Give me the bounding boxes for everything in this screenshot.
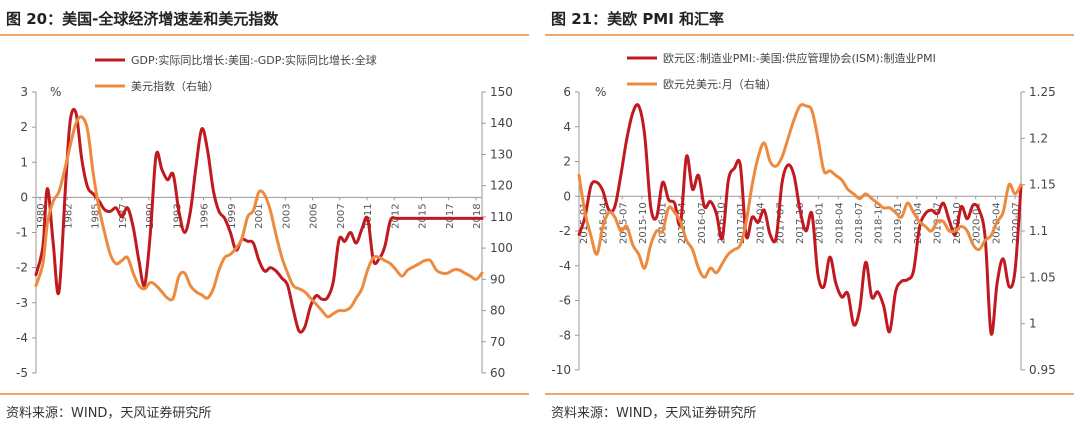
chart-panel-left: 图 20：美国-全球经济增速差和美元指数 3 2 1 0 -1 -2 -3 -4 -5 150 14… — [0, 0, 535, 432]
y-tick-label-right: 70 — [490, 335, 505, 349]
x-tick-label: 2015-07 — [618, 202, 629, 244]
x-tick-label: 2019-04 — [913, 202, 924, 244]
y-tick-label-right: 1.2 — [1029, 131, 1048, 145]
y-tick-label-right: 100 — [490, 241, 513, 255]
x-tick-label: 2019-01 — [893, 202, 904, 244]
y-tick-label-right: 150 — [490, 85, 513, 99]
chart-svg-left: 3 2 1 0 -1 -2 -3 -4 -5 150 140 130 120 110 100 90 80 70 60… — [16, 53, 513, 380]
x-tick-label: 2011 — [363, 203, 374, 228]
x-tick-label: 1993 — [172, 203, 183, 228]
y-tick-label-right: 140 — [490, 116, 513, 130]
series-line-red — [577, 103, 1023, 336]
legend-label: 欧元兑美元:月（右轴） — [663, 77, 777, 91]
x-tick-label: 2018-07 — [854, 202, 865, 244]
x-tick-label: 2017-07 — [775, 202, 786, 244]
y-tick-label-left: 4 — [563, 120, 571, 134]
y-tick-label-left: -8 — [559, 328, 571, 342]
y-tick-label-left: 0 — [20, 190, 28, 204]
x-tick-label: 1982 — [63, 203, 74, 228]
x-tick-label: 1996 — [200, 203, 211, 228]
y-tick-label-right: 1.05 — [1029, 270, 1056, 284]
y-tick-label-left: -5 — [16, 366, 28, 380]
x-tick-label: 2018-10 — [874, 202, 885, 244]
title-divider — [0, 34, 529, 36]
x-tick-label: 2020-01 — [972, 202, 983, 244]
y-tick-label-left: 3 — [20, 85, 28, 99]
y-tick-label-right: 1 — [1029, 317, 1037, 331]
y-tick-label-left: 0 — [563, 189, 571, 203]
y-tick-label-right: 110 — [490, 210, 513, 224]
y-tick-label-left: -2 — [16, 261, 28, 275]
x-tick-label: 1980 — [36, 203, 47, 228]
legend-label: 美元指数（右轴） — [131, 79, 219, 93]
y-tick-label-left: 2 — [20, 120, 28, 134]
chart-panel-right: 图 21：美欧 PMI 和汇率 6 4 2 0 -2 -4 -6 -8 -10 1.25 1.2 1.… — [545, 0, 1080, 432]
x-tick-label: 2016-04 — [677, 202, 688, 244]
x-tick-label: 2015 — [418, 203, 429, 228]
y-tick-label-left: -6 — [559, 294, 571, 308]
y-tick-label-left: 2 — [563, 155, 571, 169]
x-tick-label: 2017 — [445, 203, 456, 228]
x-tick-label: 2020-07 — [1011, 202, 1022, 244]
source-divider — [0, 393, 529, 395]
y-tick-label-right: 1.1 — [1029, 224, 1048, 238]
y-tick-label-right: 130 — [490, 147, 513, 161]
y-tick-label-right: 0.95 — [1029, 363, 1056, 377]
source-divider — [545, 393, 1074, 395]
x-tick-label: 2001 — [254, 203, 265, 228]
y-tick-label-left: -4 — [16, 331, 28, 345]
x-tick-label: 2007 — [336, 203, 347, 228]
y-tick-label-left: 1 — [20, 155, 28, 169]
y-tick-label-left: 6 — [563, 85, 571, 99]
y-tick-label-right: 80 — [490, 304, 505, 318]
y-tick-label-left: -3 — [16, 296, 28, 310]
x-tick-label: 2016-07 — [697, 202, 708, 244]
y-tick-label-right: 90 — [490, 272, 505, 286]
y-tick-label-left: -10 — [551, 363, 571, 377]
y-tick-label-right: 120 — [490, 179, 513, 193]
y-tick-label-right: 1.15 — [1029, 178, 1056, 192]
x-tick-label: 2018 — [472, 203, 483, 228]
y-tick-label-right: 1.25 — [1029, 85, 1056, 99]
x-tick-label: 2016-10 — [716, 202, 727, 244]
x-tick-label: 2018-04 — [834, 202, 845, 244]
figure-title: 图 21：美欧 PMI 和汇率 — [551, 10, 725, 28]
series-line-red — [34, 107, 484, 334]
chart-svg-right: 6 4 2 0 -2 -4 -6 -8 -10 1.25 1.2 1.15 1.1 1.05 1 0.95% 2… — [551, 51, 1056, 377]
x-tick-label: 2017-04 — [756, 202, 767, 244]
series-line-orange — [577, 103, 1023, 279]
x-tick-label: 1999 — [227, 203, 238, 228]
y-tick-label-left: -1 — [16, 226, 28, 240]
title-divider — [545, 34, 1074, 36]
y-tick-label-left: -2 — [559, 224, 571, 238]
y-tick-label-right: 60 — [490, 366, 505, 380]
unit-label: % — [50, 85, 61, 99]
x-tick-label: 2015-10 — [638, 202, 649, 244]
legend-label: GDP:实际同比增长:美国:-GDP:实际同比增长:全球 — [131, 53, 377, 67]
unit-label: % — [595, 85, 606, 99]
y-tick-label-left: -4 — [559, 259, 571, 273]
x-tick-label: 2018-01 — [815, 202, 826, 244]
x-tick-label: 2017-10 — [795, 202, 806, 244]
x-tick-label: 1985 — [91, 203, 102, 228]
series-line-orange — [34, 115, 484, 319]
x-tick-label: 2017-01 — [736, 202, 747, 244]
figure-title: 图 20：美国-全球经济增速差和美元指数 — [6, 10, 279, 28]
x-tick-label: 2016-01 — [658, 202, 669, 244]
x-tick-label: 2006 — [309, 203, 320, 228]
legend-label: 欧元区:制造业PMI:-美国:供应管理协会(ISM):制造业PMI — [663, 51, 936, 65]
x-tick-label: 2003 — [281, 203, 292, 228]
x-tick-label: 2012 — [390, 203, 401, 228]
source-note: 资料来源：WIND，天风证券研究所 — [551, 406, 757, 421]
source-note: 资料来源：WIND，天风证券研究所 — [6, 406, 212, 421]
